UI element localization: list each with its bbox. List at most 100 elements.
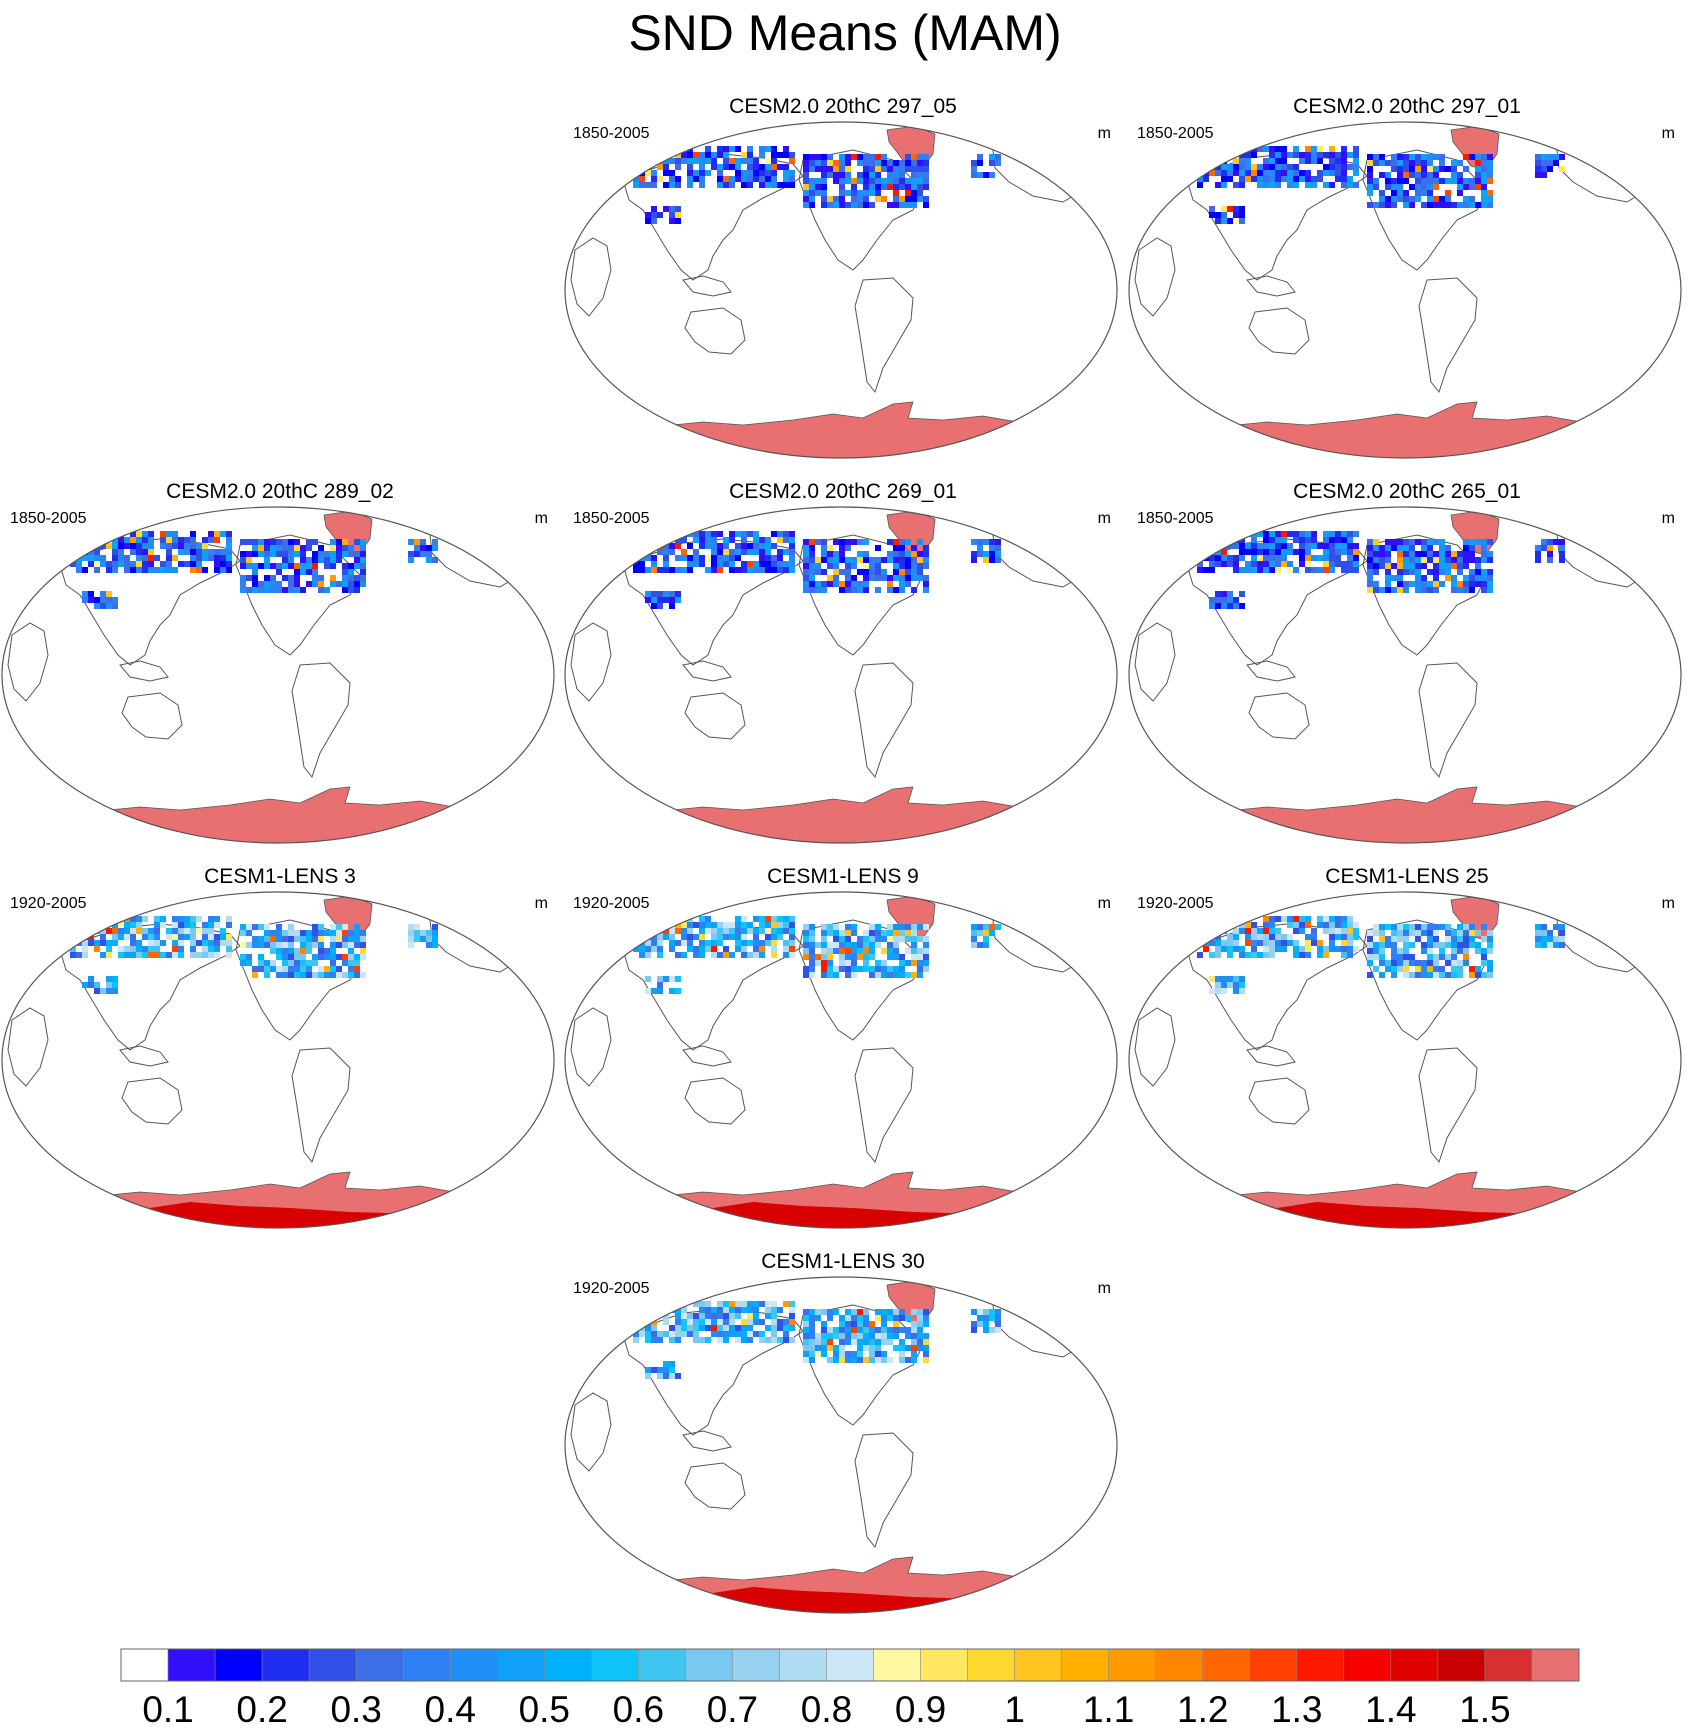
eurasia-snow-cell (633, 146, 639, 152)
eurasia-snow-cell (1335, 916, 1341, 922)
panel-title: CESM2.0 20thC 265_01 (1293, 480, 1521, 503)
eurasia-snow-cell (1311, 940, 1317, 946)
eurasia-snow-cell (783, 170, 789, 176)
north-america-snow-cell (917, 184, 923, 190)
north-america-snow-cell (288, 972, 294, 978)
north-america-snow-cell (1415, 924, 1421, 930)
north-america-snow-cell (1367, 166, 1373, 172)
north-america-snow-cell (845, 1309, 851, 1315)
europe-snow-cell (977, 160, 983, 166)
north-america-snow-cell (1439, 954, 1445, 960)
eurasia-snow-cell (70, 549, 76, 555)
europe-snow-cell (995, 1315, 1001, 1321)
north-america-snow-cell (1415, 972, 1421, 978)
eurasia-snow-cell (651, 928, 657, 934)
eurasia-snow-cell (759, 1337, 765, 1343)
north-america-snow-cell (893, 551, 899, 557)
panel-period: 1920-2005 (573, 895, 650, 912)
north-america-snow-cell (1367, 190, 1373, 196)
tibet-snow-cell (1227, 982, 1233, 988)
eurasia-snow-cell (172, 543, 178, 549)
eurasia-snow-cell (777, 922, 783, 928)
australia-outline (1248, 307, 1310, 355)
eurasia-snow-cell (202, 567, 208, 573)
north-america-snow-cell (923, 196, 929, 202)
north-america-snow-cell (342, 930, 348, 936)
eurasia-snow-cell (196, 940, 202, 946)
eurasia-snow-cell (675, 182, 681, 188)
eurasia-snow-cell (208, 549, 214, 555)
north-america-snow-cell (1409, 960, 1415, 966)
north-america-snow-cell (815, 184, 821, 190)
north-america-snow-cell (1367, 178, 1373, 184)
europe-snow-cell (977, 942, 983, 948)
eurasia-snow-cell (651, 946, 657, 952)
eurasia-snow-cell (1215, 152, 1221, 158)
north-america-snow-cell (917, 1321, 923, 1327)
eurasia-snow-cell (1287, 164, 1293, 170)
north-america-snow-cell (893, 202, 899, 208)
eurasia-snow-cell (693, 152, 699, 158)
eurasia-snow-cell (759, 940, 765, 946)
eurasia-snow-cell (1233, 555, 1239, 561)
australia-outline (684, 692, 746, 740)
north-america-snow-cell (827, 557, 833, 563)
eurasia-snow-cell (741, 928, 747, 934)
eurasia-snow-cell (711, 537, 717, 543)
north-america-snow-cell (869, 1357, 875, 1363)
north-america-snow-cell (887, 202, 893, 208)
north-america-snow-cell (821, 202, 827, 208)
eurasia-snow-cell (160, 567, 166, 573)
eurasia-snow-cell (789, 567, 795, 573)
eurasia-snow-cell (729, 182, 735, 188)
europe-snow-cell (432, 539, 438, 545)
colorbar-box (1108, 1648, 1156, 1682)
north-america-snow-cell (887, 1327, 893, 1333)
north-america-snow-cell (821, 172, 827, 178)
eurasia-snow-cell (1221, 946, 1227, 952)
panel-period: 1850-2005 (10, 510, 87, 527)
north-america-snow-cell (803, 942, 809, 948)
eurasia-snow-cell (753, 916, 759, 922)
north-america-snow-cell (1463, 539, 1469, 545)
north-america-snow-cell (839, 1351, 845, 1357)
tibet-snow-cell (657, 988, 663, 994)
north-america-snow-cell (276, 966, 282, 972)
north-america-snow-cell (240, 942, 246, 948)
north-america-snow-cell (1433, 924, 1439, 930)
north-america-snow-cell (857, 1321, 863, 1327)
tibet-snow-cell (94, 988, 100, 994)
north-america-snow-cell (869, 966, 875, 972)
europe-snow-cell (989, 924, 995, 930)
eurasia-snow-cell (633, 555, 639, 561)
eurasia-snow-cell (1281, 170, 1287, 176)
eurasia-snow-cell (1281, 543, 1287, 549)
north-america-snow-cell (324, 563, 330, 569)
africa-outline (570, 622, 612, 702)
north-america-snow-cell (845, 966, 851, 972)
eurasia-snow-cell (789, 1319, 795, 1325)
north-america-snow-cell (851, 1333, 857, 1339)
eurasia-snow-cell (1317, 922, 1323, 928)
north-america-snow-cell (1469, 966, 1475, 972)
eurasia-snow-cell (1347, 537, 1353, 543)
north-america-snow-cell (803, 948, 809, 954)
eurasia-snow-cell (160, 916, 166, 922)
eurasia-snow-cell (1305, 567, 1311, 573)
eurasia-snow-cell (747, 940, 753, 946)
europe-snow-cell (971, 166, 977, 172)
eurasia-snow-cell (1347, 555, 1353, 561)
eurasia-snow-cell (106, 940, 112, 946)
eurasia-snow-cell (1263, 170, 1269, 176)
eurasia-snow-cell (759, 567, 765, 573)
eurasia-snow-cell (1227, 152, 1233, 158)
europe-snow-cell (1547, 545, 1553, 551)
north-america-snow-cell (312, 930, 318, 936)
tibet-snow-cell (669, 1373, 675, 1379)
north-america-snow-cell (887, 1315, 893, 1321)
colorbar-box (497, 1648, 545, 1682)
north-america-snow-cell (1469, 551, 1475, 557)
europe-snow-cell (989, 930, 995, 936)
north-america-snow-cell (815, 581, 821, 587)
eurasia-snow-cell (783, 549, 789, 555)
